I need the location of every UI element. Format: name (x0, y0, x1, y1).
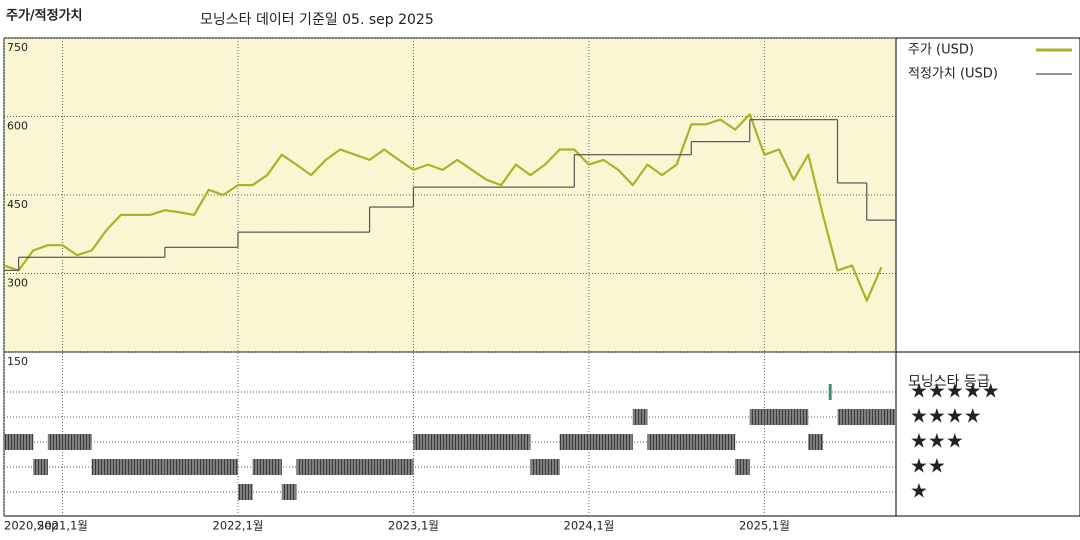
rating-stripes (4, 434, 19, 450)
rating-stripes (808, 434, 823, 450)
rating-stripes (852, 409, 867, 425)
rating-stripes (91, 459, 107, 475)
rating-stripes (135, 459, 151, 475)
rating-stripes (647, 434, 663, 450)
rating-stripes (471, 434, 487, 450)
rating-stripes (340, 459, 355, 475)
rating-stripes (164, 459, 180, 475)
rating-stripes (106, 459, 121, 475)
rating-stripes (501, 434, 516, 450)
rating-stripes (559, 434, 575, 450)
rating-stripes (837, 409, 853, 425)
plot-background (4, 38, 896, 352)
rating-stripes (384, 459, 399, 475)
rating-stripes (515, 434, 531, 450)
rating-stripes (530, 459, 546, 475)
rating-stripes (281, 484, 297, 500)
rating-stripes (267, 459, 282, 475)
rating-stripes (120, 459, 136, 475)
x-tick-label: 2022,1월 (213, 519, 264, 533)
rating-stripes (194, 459, 209, 475)
rating-stripes (705, 434, 721, 450)
rating-stripes (354, 459, 370, 475)
x-tick-label: 2020,Sep (4, 519, 59, 533)
rating-stripes (574, 434, 589, 450)
chart-subtitle: 모닝스타 데이터 기준일 05. sep 2025 (200, 12, 434, 28)
rating-stripes (325, 459, 341, 475)
rating-stripes (676, 434, 692, 450)
rating-stripes (735, 459, 750, 475)
rating-stripes (62, 434, 78, 450)
x-tick-label: 2024,1월 (564, 519, 615, 533)
rating-stripes (793, 409, 809, 425)
rating-stripes (208, 459, 224, 475)
rating-stripes (33, 459, 48, 475)
rating-label: ★ (910, 479, 928, 503)
rating-stripes (691, 434, 706, 450)
rating-stripes (779, 409, 794, 425)
y-tick-label: 450 (7, 198, 28, 211)
rating-stripes (632, 409, 648, 425)
rating-stripes (223, 459, 238, 475)
rating-stripes (442, 434, 458, 450)
rating-label: ★★ (910, 454, 946, 478)
rating-stripes (545, 459, 560, 475)
rating-stripes (18, 434, 34, 450)
legend-title: 모닝스타 등급 (908, 374, 990, 390)
rating-stripes (179, 459, 195, 475)
rating-stripes (662, 434, 677, 450)
chart-title: 주가/적정가치 (6, 8, 83, 24)
rating-stripes (296, 459, 312, 475)
y-tick-label: 300 (7, 277, 28, 290)
rating-stripes (413, 434, 429, 450)
rating-stripes (603, 434, 619, 450)
y-tick-label: 750 (7, 41, 28, 54)
rating-stripes (77, 434, 92, 450)
y-tick-label: 150 (7, 355, 28, 368)
x-tick-label: 2023,1월 (388, 519, 439, 533)
rating-stripes (881, 409, 896, 425)
rating-stripes (720, 434, 736, 450)
y-tick-label: 600 (7, 120, 28, 133)
rating-stripes (457, 434, 472, 450)
rating-stripes (311, 459, 326, 475)
legend-label: 주가 (USD) (908, 43, 974, 58)
rating-stripes (618, 434, 633, 450)
rating-stripes (428, 434, 443, 450)
rating-bar (828, 384, 832, 400)
rating-label: ★★★ (910, 429, 964, 453)
rating-stripes (398, 459, 414, 475)
rating-stripes (764, 409, 780, 425)
x-tick-label: 2025,1월 (739, 519, 790, 533)
rating-stripes (486, 434, 502, 450)
rating-label: ★★★★ (910, 404, 982, 428)
rating-stripes (369, 459, 385, 475)
rating-stripes (237, 484, 253, 500)
rating-stripes (252, 459, 268, 475)
rating-stripes (749, 409, 765, 425)
rating-label: ★★★★★ (910, 379, 1000, 403)
price-line (3, 113, 883, 302)
rating-stripes (866, 409, 882, 425)
rating-stripes (47, 434, 63, 450)
rating-stripes (588, 434, 604, 450)
legend-label: 적정가치 (USD) (908, 67, 998, 82)
rating-stripes (150, 459, 165, 475)
x-tick-label: 2021,1월 (37, 519, 88, 533)
